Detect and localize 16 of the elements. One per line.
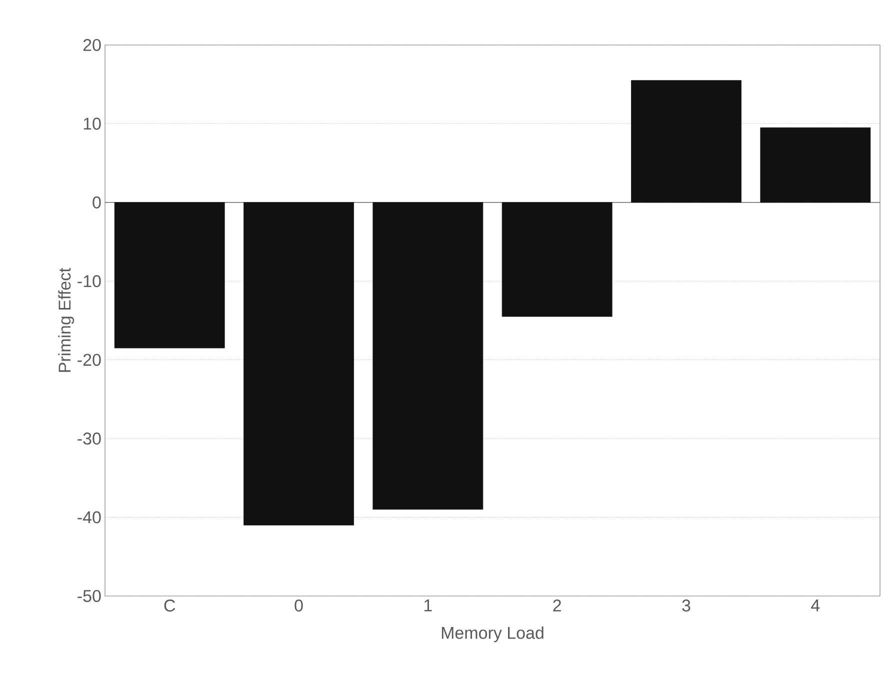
y-tick-label: -20 [78, 354, 101, 366]
y-tick-label: -40 [78, 511, 101, 524]
x-tick-label: 1 [424, 600, 432, 612]
x-tick-label: 0 [294, 600, 303, 612]
y-tick-label: 20 [83, 38, 101, 52]
x-tick-label: 3 [682, 600, 690, 612]
y-tick-label: -50 [78, 590, 101, 602]
x-tick-label: C [164, 600, 176, 612]
y-tick-label: -30 [78, 432, 101, 445]
y-tick-label: -10 [78, 275, 101, 288]
x-tick-label: 4 [811, 600, 820, 612]
x-axis-title: Memory Load [442, 626, 544, 642]
y-axis-title: Priming Effect [58, 268, 74, 372]
x-tick-label: 2 [553, 600, 561, 612]
y-tick-label: 10 [84, 118, 101, 130]
y-tick-label: 0 [92, 196, 101, 208]
